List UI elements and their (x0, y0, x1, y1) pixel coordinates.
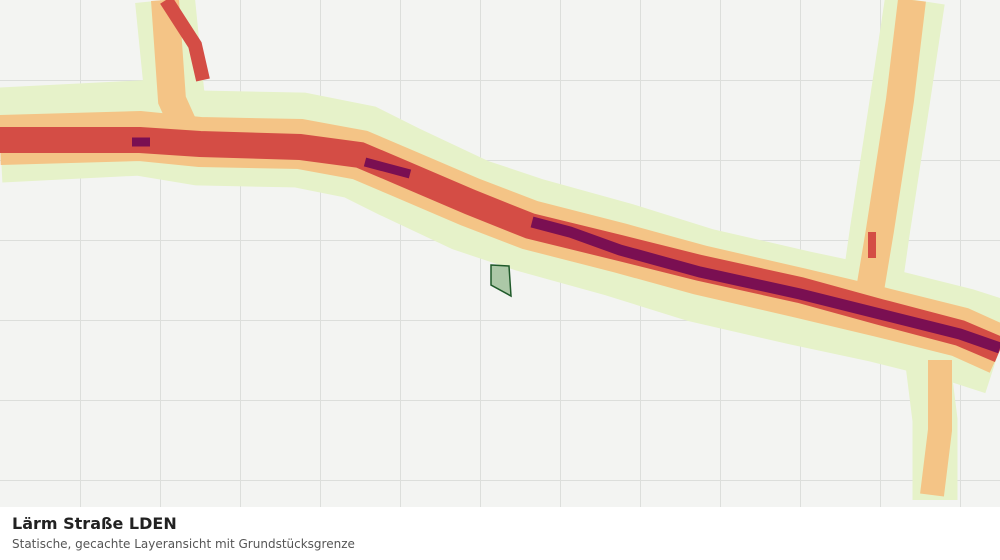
map-canvas (0, 0, 1000, 507)
noise-band-very-high (132, 137, 1000, 354)
layer-subtitle: Statische, gecachte Layeransicht mit Gru… (12, 537, 355, 551)
layer-title: Lärm Straße LDEN (12, 514, 177, 533)
map-footer: Lärm Straße LDEN Statische, gecachte Lay… (0, 507, 1000, 560)
noise-layer (0, 0, 1000, 500)
parcel-boundary (490, 264, 512, 298)
